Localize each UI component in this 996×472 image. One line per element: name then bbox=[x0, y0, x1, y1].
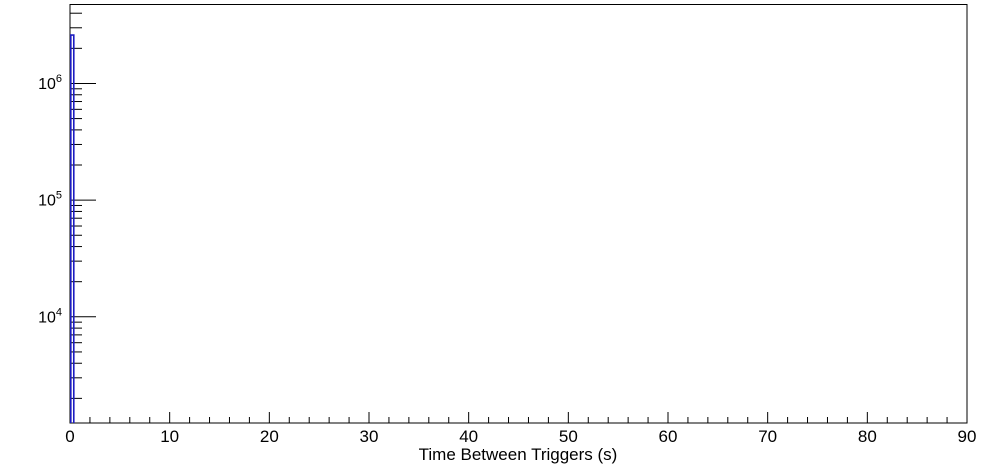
x-axis-tick-labels: 0 10 20 30 40 50 60 70 80 90 bbox=[65, 427, 976, 446]
x-tick-label: 80 bbox=[858, 427, 877, 446]
x-tick-label: 30 bbox=[360, 427, 379, 446]
x-tick-label: 40 bbox=[459, 427, 478, 446]
y-tick-label: 105 bbox=[38, 190, 62, 210]
x-tick-label: 10 bbox=[160, 427, 179, 446]
x-tick-label: 0 bbox=[65, 427, 74, 446]
y-tick-label: 106 bbox=[38, 73, 62, 93]
plot-frame bbox=[69, 4, 968, 424]
x-axis-ticks bbox=[69, 412, 968, 423]
x-axis-title: Time Between Triggers (s) bbox=[419, 445, 618, 464]
y-axis-tick-labels: 104 105 106 bbox=[38, 73, 62, 326]
x-tick-label: 60 bbox=[659, 427, 678, 446]
x-tick-label: 20 bbox=[260, 427, 279, 446]
series-layer bbox=[70, 34, 75, 423]
y-tick-label: 104 bbox=[38, 306, 62, 326]
x-tick-label: 90 bbox=[958, 427, 977, 446]
x-tick-label: 50 bbox=[559, 427, 578, 446]
x-tick-label: 70 bbox=[758, 427, 777, 446]
y-axis-ticks bbox=[70, 12, 96, 399]
histogram-spike bbox=[70, 34, 75, 423]
